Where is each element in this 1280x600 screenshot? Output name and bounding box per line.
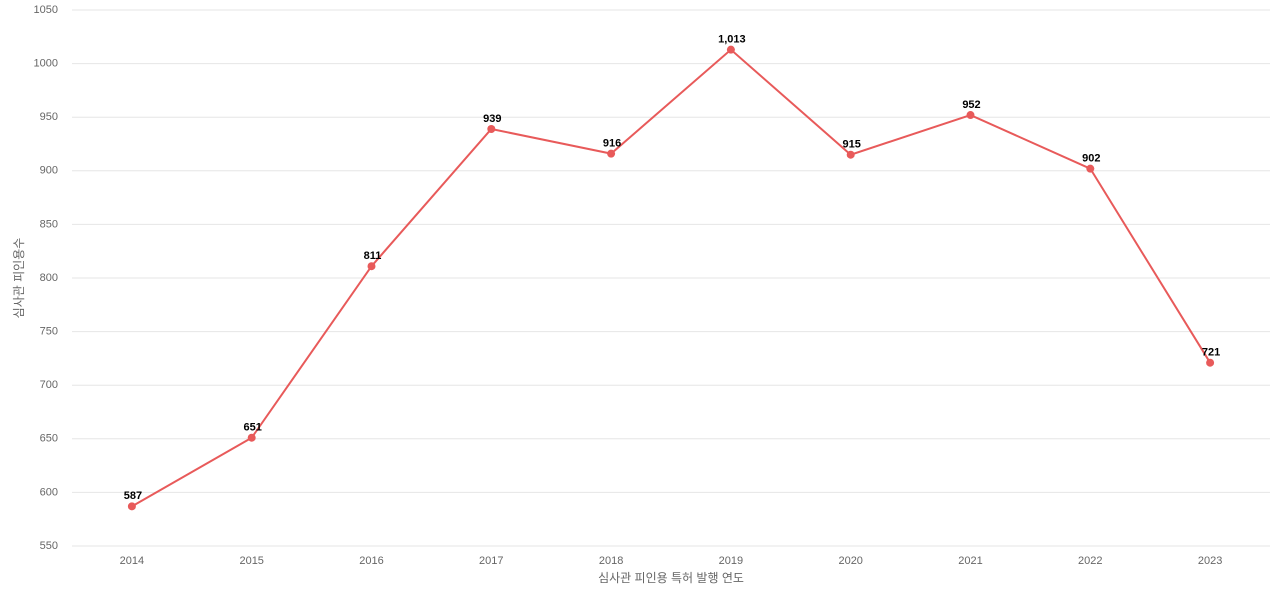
data-label: 916 [603,138,621,150]
x-tick-label: 2019 [719,555,743,567]
data-point [487,124,496,133]
x-tick-label: 2016 [359,555,383,567]
y-tick-label: 1000 [34,58,58,70]
data-point [966,111,975,120]
x-axis-label: 심사관 피인용 특허 발행 연도 [598,570,744,585]
y-tick-label: 1050 [34,4,58,16]
y-tick-label: 700 [40,379,58,391]
y-tick-label: 600 [40,486,58,498]
data-point [607,149,616,158]
y-tick-label: 750 [40,326,58,338]
x-tick-label: 2015 [239,555,263,567]
data-label: 902 [1082,153,1100,165]
data-label: 651 [244,422,262,434]
data-label: 1,013 [718,34,746,46]
y-tick-label: 650 [40,433,58,445]
data-label: 952 [962,99,980,111]
data-label: 721 [1202,347,1220,359]
data-point [367,262,376,271]
x-tick-label: 2023 [1198,555,1222,567]
data-point [247,433,256,442]
data-point [1206,358,1215,367]
data-point [726,45,735,54]
data-point [846,150,855,159]
y-tick-label: 950 [40,111,58,123]
data-label: 915 [843,139,861,151]
x-tick-label: 2020 [838,555,862,567]
y-tick-label: 800 [40,272,58,284]
x-tick-label: 2014 [120,555,144,567]
y-tick-label: 550 [40,540,58,552]
data-label: 811 [364,250,382,262]
y-tick-label: 900 [40,165,58,177]
data-label: 939 [483,113,501,125]
data-point [1086,164,1095,173]
x-tick-label: 2022 [1078,555,1102,567]
data-point [127,502,136,511]
x-tick-label: 2017 [479,555,503,567]
y-tick-label: 850 [40,218,58,230]
series-line [131,48,1211,508]
x-tick-label: 2018 [599,555,623,567]
y-axis-label: 심사관 피인용수 [12,238,26,319]
x-tick-label: 2021 [958,555,982,567]
data-label: 587 [124,490,142,502]
